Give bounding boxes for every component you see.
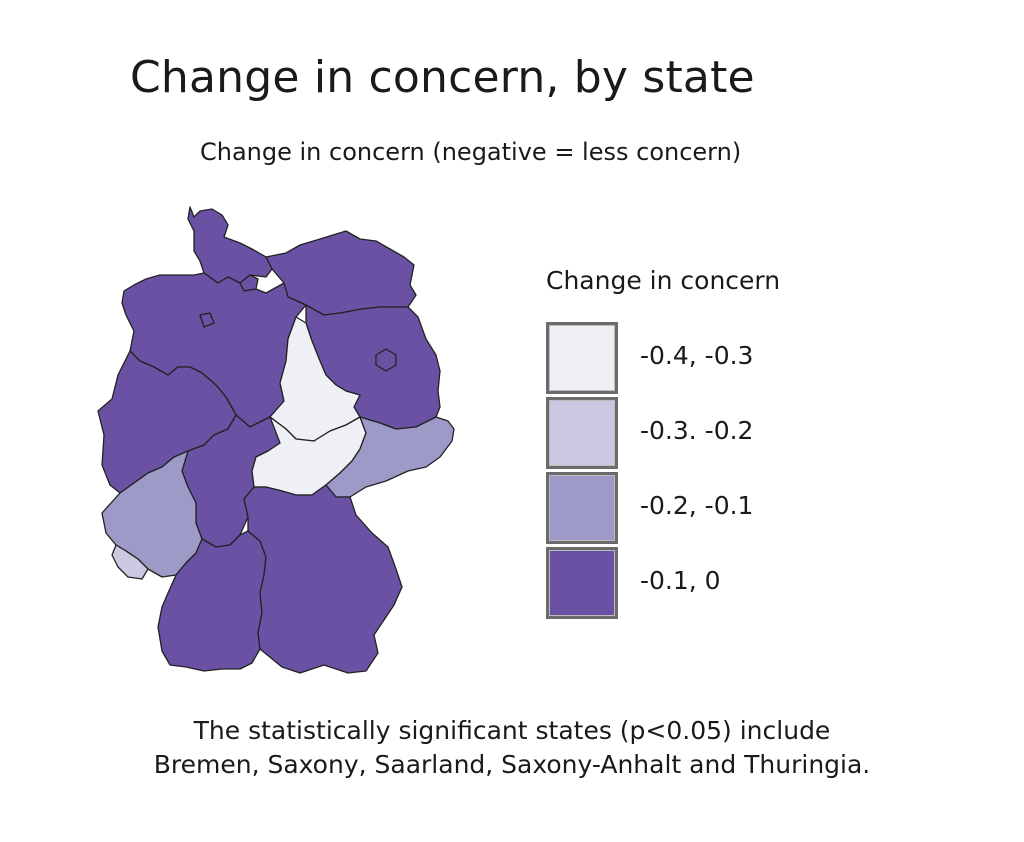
legend-swatch [546, 472, 618, 544]
legend-title: Change in concern [546, 266, 781, 295]
legend-swatch [546, 547, 618, 619]
legend-swatch [546, 322, 618, 394]
state-region [187, 206, 273, 284]
legend-label: -0.3. -0.2 [640, 416, 754, 445]
footnote-line: Bremen, Saxony, Saarland, Saxony-Anhalt … [153, 750, 871, 779]
chart-title: Change in concern, by state [130, 52, 755, 103]
legend-swatch [546, 397, 618, 469]
state-region [325, 416, 455, 498]
state-region [199, 312, 215, 328]
legend-label: -0.1, 0 [640, 566, 721, 595]
state-region [243, 484, 403, 674]
footnote: The statistically significant states (p<… [0, 714, 1024, 782]
state-region [375, 348, 397, 372]
state-region [111, 544, 149, 580]
chart-subtitle: Change in concern (negative = less conce… [200, 138, 742, 166]
legend-label: -0.4, -0.3 [640, 341, 754, 370]
germany-map [97, 206, 455, 674]
legend-label: -0.2, -0.1 [640, 491, 754, 520]
footnote-line: The statistically significant states (p<… [193, 716, 831, 745]
